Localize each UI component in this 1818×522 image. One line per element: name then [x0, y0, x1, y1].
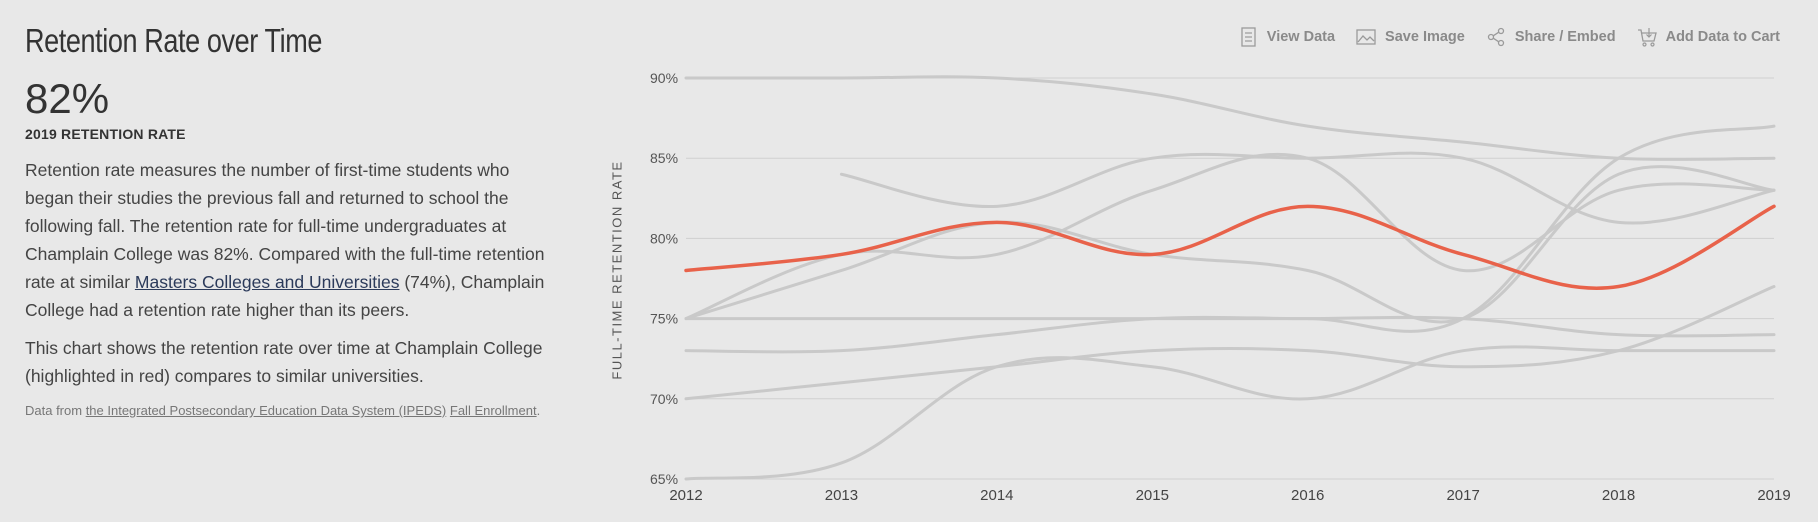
retention-value-label: 2019 RETENTION RATE	[25, 126, 186, 142]
share-embed-button[interactable]: Share / Embed	[1485, 26, 1616, 48]
view-data-button[interactable]: View Data	[1237, 26, 1335, 48]
x-tick-label: 2019	[1757, 487, 1790, 504]
y-tick-label: 80%	[650, 230, 678, 246]
view-data-label: View Data	[1266, 29, 1336, 45]
peer-group-link[interactable]: Masters Colleges and Universities	[134, 272, 400, 292]
source-prefix: Data from	[25, 403, 86, 418]
x-tick-label: 2013	[825, 487, 858, 504]
save-image-label: Save Image	[1385, 29, 1465, 45]
retention-line-chart: 65% 70% 75% 80% 85% 90% 2012 2013 2014 2015 2016 20…	[650, 70, 1790, 504]
data-source: Data from the Integrated Postsecondary E…	[25, 402, 545, 419]
y-tick-label: 85%	[650, 150, 678, 166]
peer-series-line	[684, 165, 1776, 324]
add-to-cart-button[interactable]: Add Data to Cart	[1636, 26, 1780, 48]
peer-series-line	[684, 345, 1776, 481]
x-tick-label: 2014	[980, 487, 1013, 504]
peer-series-line	[684, 75, 1776, 161]
document-icon	[1241, 27, 1256, 47]
y-tick-label: 90%	[650, 70, 678, 86]
peer-series-line	[684, 124, 1776, 333]
y-tick-label: 65%	[650, 471, 678, 487]
fall-enrollment-link[interactable]: Fall Enrollment	[449, 403, 537, 418]
y-tick-label: 70%	[650, 391, 678, 407]
description-text-1: Retention rate measures the number of fi…	[25, 160, 545, 292]
peer-series-line	[684, 285, 1776, 401]
share-icon	[1487, 27, 1505, 47]
peer-series-line	[684, 315, 1776, 354]
save-image-button[interactable]: Save Image	[1355, 26, 1465, 48]
chart-explanation: This chart shows the retention rate over…	[25, 338, 543, 386]
share-embed-label: Share / Embed	[1514, 29, 1616, 45]
x-tick-label: 2016	[1291, 487, 1324, 504]
champlain-series-line	[684, 204, 1776, 290]
image-icon	[1356, 29, 1376, 45]
ipeds-link[interactable]: the Integrated Postsecondary Education D…	[85, 403, 447, 418]
x-tick-label: 2015	[1136, 487, 1169, 504]
source-suffix: .	[536, 403, 541, 418]
x-tick-label: 2012	[669, 487, 702, 504]
x-tick-label: 2017	[1446, 487, 1479, 504]
cart-icon	[1637, 28, 1657, 47]
description-paragraph: Retention rate measures the number of fi…	[25, 156, 545, 324]
summary-panel: Retention Rate over Time 82% 2019 RETENT…	[25, 22, 545, 419]
description-text-2: (74%), Champlain College had a retention…	[25, 272, 545, 320]
add-to-cart-label: Add Data to Cart	[1665, 29, 1780, 45]
x-tick-label: 2018	[1602, 487, 1635, 504]
retention-value: 82%	[25, 75, 110, 122]
y-tick-label: 75%	[650, 311, 678, 327]
page-title: Retention Rate over Time	[25, 22, 322, 59]
chart-toolbar: View Data Save Image Share / Embed Add D…	[1237, 26, 1780, 48]
